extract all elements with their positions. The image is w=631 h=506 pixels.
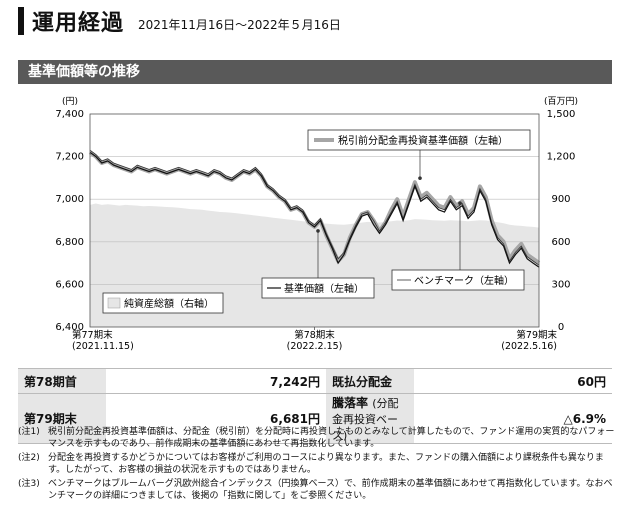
left-tick-label: 6,400: [55, 322, 84, 333]
x-tick-label: 第77期末: [72, 329, 113, 341]
benchmark-line: [89, 149, 540, 266]
summary-label: 第78期首: [18, 368, 106, 394]
summary-label: 既払分配金: [326, 368, 414, 394]
footnote-text: 税引前分配金再投資基準価額は、分配金（税引前）を分配時に再投資したものとみなして…: [48, 427, 615, 449]
return-label-note: (分配金再投資ベース): [332, 397, 399, 442]
left-tick-label: 6,600: [55, 279, 84, 290]
legend-label-net-assets: 純資産総額（右軸）: [124, 297, 214, 310]
footnote-text: 分配金を再投資するかどうかについてはお客様がご利用のコースにより異なります。また…: [48, 453, 604, 475]
x-tick-sublabel: (2022.2.15): [287, 341, 343, 352]
nav-line: [89, 151, 540, 268]
summary-label: 第79期末: [18, 393, 106, 444]
summary-value: 60円: [414, 368, 612, 394]
section-title: 基準価額等の推移: [18, 60, 612, 84]
footnote: (注3) ベンチマークはブルームバーグ汎欧州総合インデックス（円換算ベース）で、前…: [18, 478, 618, 502]
right-axis-unit: (百万円): [544, 96, 578, 107]
return-label: 騰落率: [332, 396, 369, 410]
right-tick-label: 600: [551, 237, 570, 248]
header-bar: [18, 7, 24, 35]
left-tick-label: 6,800: [55, 237, 84, 248]
summary-value: 6,681円: [106, 393, 326, 444]
leader-dot: [458, 201, 462, 205]
summary-table: 第78期首 7,242円 既払分配金 60円 第79期末 6,681円 騰落率 …: [18, 368, 612, 444]
legend-box-benchmark: [391, 269, 525, 291]
legend-swatch-net-assets: [107, 297, 121, 309]
leader-dot: [316, 229, 320, 233]
summary-row: 第78期首 7,242円 既払分配金 60円: [18, 368, 612, 394]
footnote-text: ベンチマークはブルームバーグ汎欧州総合インデックス（円換算ベース）で、前作成期末…: [48, 479, 613, 501]
legend-box-reinvested: [307, 129, 531, 151]
summary-row: 第79期末 6,681円 騰落率 (分配金再投資ベース) △6.9%: [18, 393, 612, 444]
right-tick-label: 300: [551, 279, 570, 290]
x-tick-label: 第79期末: [516, 329, 557, 341]
footnote-number: (注3): [18, 479, 40, 489]
leader-dot: [418, 176, 422, 180]
left-axis-unit: (円): [62, 96, 78, 107]
nav-chart: (円) (百万円) 7,400 7,200 7,000 6,800 6,600 6,400…: [55, 96, 578, 352]
legend-label-benchmark: ベンチマーク（左軸）: [414, 274, 514, 287]
x-tick-sublabel: (2022.5.16): [501, 341, 557, 352]
page-header: 運用経過 2021年11月16日～2022年５月16日: [18, 6, 341, 36]
page-title: 運用経過: [32, 11, 125, 36]
left-tick-label: 7,000: [55, 194, 84, 205]
right-tick-label: 900: [551, 194, 570, 205]
right-tick-label: 1,200: [547, 152, 576, 163]
right-tick-label: 0: [558, 322, 564, 333]
legend-box-net-assets: [102, 292, 224, 314]
report-period: 2021年11月16日～2022年５月16日: [138, 17, 341, 32]
summary-value: 7,242円: [106, 368, 326, 394]
legend-label-nav: 基準価額（左軸）: [284, 282, 364, 295]
summary-label: 騰落率 (分配金再投資ベース): [326, 393, 414, 444]
footnote: (注2) 分配金を再投資するかどうかについてはお客様がご利用のコースにより異なりま…: [18, 452, 618, 476]
footnotes: (注1) 税引前分配金再投資基準価額は、分配金（税引前）を分配時に再投資したものと…: [18, 426, 618, 502]
legend-label-reinvested: 税引前分配金再投資基準価額（左軸）: [338, 134, 508, 147]
left-tick-label: 7,400: [55, 109, 84, 120]
footnote-number: (注1): [18, 427, 40, 437]
left-tick-label: 7,200: [55, 152, 84, 163]
x-tick-label: 第78期末: [294, 329, 335, 341]
right-tick-label: 1,500: [547, 109, 576, 120]
footnote-number: (注2): [18, 453, 40, 463]
summary-value: △6.9%: [414, 393, 612, 444]
footnote: (注1) 税引前分配金再投資基準価額は、分配金（税引前）を分配時に再投資したものと…: [18, 426, 618, 450]
x-tick-sublabel: (2021.11.15): [72, 341, 134, 352]
